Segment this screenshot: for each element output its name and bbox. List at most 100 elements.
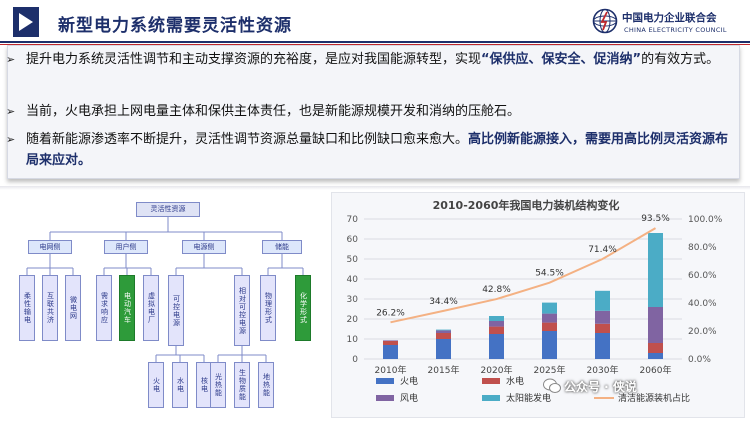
bar-太阳能发电-2060年 [648, 233, 663, 307]
tree-root: 灵活性资源 [136, 202, 200, 217]
tree-node-user-side: 用户侧 [104, 240, 148, 254]
tree-node-storage: 储能 [262, 240, 302, 254]
legend-label-line: 清洁能源装机占比 [618, 392, 690, 404]
bar-太阳能发电-2020年 [489, 316, 504, 321]
header-divider [0, 41, 750, 43]
bullet-3-highlight: 高比例新能源接入，需要用高比例灵活资源布局来应对。 [26, 132, 729, 168]
x-tick-label: 2015年 [428, 364, 460, 376]
tree-node-controllable-source: 可控电源 [168, 275, 184, 346]
tree-node-chemical-storage: 化学形式 [295, 275, 311, 341]
y-left-tick-label: 40 [347, 275, 359, 285]
wechat-icon [543, 378, 561, 393]
capacity-structure-chart: 2010-2060年我国电力装机结构变化 0 10 20 30 40 50 60 70 0.0%… [331, 192, 745, 418]
tree-node-biomass: 生物质能 [234, 362, 250, 408]
x-tick-label: 2060年 [640, 364, 672, 376]
bar-火电-2025年 [542, 331, 557, 359]
bullet-2-text: 当前，火电承担上网电量主体和保供主体责任，也是新能源规模开发和消纳的压舱石。 [26, 104, 521, 119]
y-left-tick-label: 20 [347, 315, 359, 325]
tree-node-interconnection: 互联共济 [42, 275, 58, 341]
tree-node-microgrid: 微电网 [65, 275, 81, 341]
tree-node-relatively-controllable: 相对可控电源 [234, 275, 250, 346]
tree-node-solar-thermal: 光热能 [210, 362, 226, 408]
bullet-1-text: 提升电力系统灵活性调节和主动支撑资源的充裕度，是应对我国能源转型，实现 [26, 52, 482, 67]
y-right-tick-label: 20.0% [688, 327, 717, 337]
y-left-tick-label: 10 [347, 335, 359, 345]
bar-风电-2030年 [595, 310, 610, 324]
legend-label: 风电 [400, 392, 418, 404]
y-right-tick-label: 40.0% [688, 299, 717, 309]
tree-node-thermal-power: 火电 [148, 362, 164, 408]
section-divider [0, 186, 750, 190]
title-marker-icon [13, 7, 39, 37]
legend-swatch-水电 [482, 378, 500, 384]
bar-风电-2015年 [436, 330, 451, 333]
bullet-arrow-icon: ➢ [6, 53, 16, 66]
page-title: 新型电力系统需要灵活性资源 [58, 16, 292, 36]
tree-node-flexible-transmission: 柔性输电 [19, 275, 35, 341]
bar-风电-2060年 [648, 307, 663, 343]
y-right-tick-label: 0.0% [688, 355, 711, 365]
bar-风电-2010年 [383, 340, 398, 341]
bar-风电-2020年 [489, 321, 504, 327]
line-data-label: 42.8% [482, 285, 511, 295]
bar-火电-2020年 [489, 334, 504, 359]
tree-node-demand-response: 需求响应 [96, 275, 112, 341]
x-tick-label: 2030年 [587, 364, 619, 376]
x-tick-label: 2010年 [375, 364, 407, 376]
bullet-1-highlight: “保供应、保安全、促消纳” [481, 52, 642, 67]
watermark: 公众号 · 侠说 [564, 380, 637, 394]
line-data-label: 34.4% [429, 297, 458, 307]
y-right-tick-label: 60.0% [688, 271, 717, 281]
legend-swatch-火电 [376, 378, 394, 384]
bar-火电-2015年 [436, 339, 451, 359]
y-left-tick-label: 60 [347, 235, 359, 245]
bar-水电-2015年 [436, 333, 451, 339]
bar-太阳能发电-2030年 [595, 290, 610, 311]
bar-火电-2030年 [595, 333, 610, 359]
tree-connectors [26, 217, 304, 362]
tree-node-hydro-power: 水电 [172, 362, 188, 408]
x-tick-label: 2020年 [481, 364, 513, 376]
y-left-tick-label: 0 [352, 355, 358, 365]
bullet-1: ➢ 提升电力系统灵活性调节和主动支撑资源的充裕度，是应对我国能源转型，实现“保供… [6, 49, 731, 70]
tree-node-electric-vehicle: 电动汽车 [119, 275, 135, 341]
bar-火电-2010年 [383, 345, 398, 359]
tree-node-source-side: 电源侧 [182, 240, 226, 254]
bullet-arrow-icon: ➢ [6, 105, 16, 118]
bar-火电-2060年 [648, 353, 663, 359]
org-name-en: CHINA ELECTRICITY COUNCIL [624, 26, 727, 34]
y-left-tick-label: 30 [347, 295, 359, 305]
legend-label: 水电 [506, 375, 524, 387]
bar-水电-2025年 [542, 322, 557, 331]
cec-logo-icon [592, 8, 618, 34]
tree-node-grid-side: 电网侧 [28, 240, 72, 254]
org-name: 中国电力企业联合会 [622, 12, 717, 24]
bar-水电-2020年 [489, 326, 504, 334]
chart-title: 2010-2060年我国电力装机结构变化 [433, 198, 620, 212]
clean-energy-share-line [390, 227, 657, 324]
bar-太阳能发电-2025年 [542, 302, 557, 314]
flexibility-resource-tree: 灵活性资源 电网侧 用户侧 电源侧 储能 柔性输电 互联共济 微电网 需求响应 … [6, 192, 324, 418]
bar-水电-2060年 [648, 343, 663, 353]
y-right-tick-label: 100.0% [688, 215, 723, 225]
header: 新型电力系统需要灵活性资源 中国电力企业联合会 CHINA ELECTRICIT… [0, 0, 750, 45]
key-points-panel [7, 45, 740, 179]
legend-label: 火电 [400, 375, 418, 387]
tree-node-virtual-power-plant: 虚拟电厂 [143, 275, 159, 341]
bar-风电-2025年 [542, 313, 557, 323]
line-data-label: 93.5% [641, 214, 670, 224]
y-right-tick-label: 80.0% [688, 243, 717, 253]
chart-svg: 2010-2060年我国电力装机结构变化 0 10 20 30 40 50 60 70 0.0%… [347, 198, 723, 404]
y-left-tick-label: 50 [347, 255, 359, 265]
y-left-tick-label: 70 [347, 215, 359, 225]
legend-swatch-太阳能发电 [482, 395, 500, 401]
bullet-2: ➢ 当前，火电承担上网电量主体和保供主体责任，也是新能源规模开发和消纳的压舱石。 [6, 101, 731, 122]
bar-水电-2010年 [383, 341, 398, 345]
bullet-3: ➢ 随着新能源渗透率不断提升，灵活性调节资源总量缺口和比例缺口愈来愈大。高比例新… [6, 129, 731, 171]
legend-swatch-风电 [376, 395, 394, 401]
legend-label: 太阳能发电 [506, 392, 551, 404]
bar-水电-2030年 [595, 323, 610, 333]
x-tick-label: 2025年 [534, 364, 566, 376]
tree-node-physical-storage: 物理形式 [260, 275, 276, 341]
bar-太阳能发电-2015年 [436, 329, 451, 331]
